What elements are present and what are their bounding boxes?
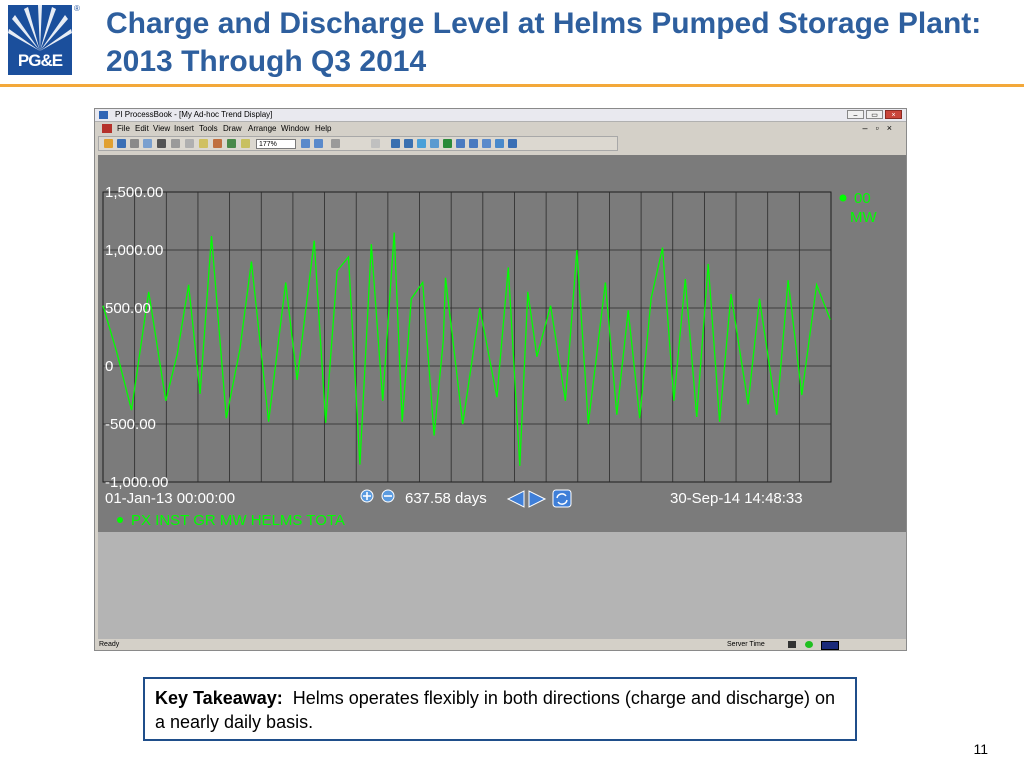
document-icon [102, 124, 112, 133]
connection-icon [788, 641, 796, 648]
x-start-label: 01-Jan-13 00:00:00 [105, 490, 235, 507]
trend-chart: 1,500.001,000.00500.000-500.00-1,000.00 … [102, 184, 877, 529]
page-number: 11 [973, 741, 988, 757]
trend-icon[interactable] [391, 139, 400, 148]
registered-mark: ® [74, 4, 80, 13]
table-icon[interactable] [482, 139, 491, 148]
tool-icon[interactable] [495, 139, 504, 148]
zoom-in-icon[interactable] [360, 489, 374, 503]
server-indicator-icon [821, 641, 839, 650]
y-tick-label: 500.00 [105, 300, 151, 317]
key-takeaway-box: Key Takeaway: Helms operates flexibly in… [143, 677, 857, 741]
run-icon[interactable] [227, 139, 236, 148]
trend-trace [102, 232, 831, 466]
refresh-trend-icon[interactable] [552, 489, 572, 508]
title-divider [0, 84, 1024, 87]
refresh-icon[interactable] [301, 139, 310, 148]
takeaway-text: Helms operates flexibly in both directio… [155, 688, 836, 732]
x-end-label: 30-Sep-14 14:48:33 [670, 490, 803, 507]
window-title: PI ProcessBook - [My Ad-hoc Trend Displa… [115, 110, 273, 119]
help-icon[interactable] [508, 139, 517, 148]
value-icon[interactable] [417, 139, 426, 148]
save-icon[interactable] [117, 139, 126, 148]
menu-draw[interactable]: Draw [223, 124, 242, 133]
minimize-button[interactable]: – [847, 110, 864, 119]
legend-value: 00 [854, 190, 871, 207]
maximize-button[interactable]: ▭ [866, 110, 883, 119]
mdi-controls[interactable]: –▫× [862, 123, 900, 133]
undo-icon[interactable] [199, 139, 208, 148]
paste-icon[interactable] [185, 139, 194, 148]
y-tick-label: 0 [105, 358, 113, 375]
menu-view[interactable]: View [153, 124, 171, 133]
copy-icon[interactable] [171, 139, 180, 148]
y-tick-label: -500.00 [105, 416, 156, 433]
pge-logo: PG&E [8, 5, 72, 75]
menu-arrange[interactable]: Arrange [248, 124, 277, 133]
y-tick-label: 1,500.00 [105, 184, 163, 201]
zoom-out-icon[interactable] [381, 489, 395, 503]
link-icon[interactable] [430, 139, 439, 148]
excel-icon[interactable] [443, 139, 452, 148]
layout-icon[interactable] [314, 139, 323, 148]
status-bar: Ready Server Time [95, 640, 906, 650]
y-axis-labels: 1,500.00 1,000.00 500.00 0 -500.00 -1,000.00 [105, 184, 168, 491]
print-icon[interactable] [130, 139, 139, 148]
series-legend-label: PX INST GR MW HELMS TOTA [131, 512, 345, 529]
blank-icon[interactable] [371, 139, 380, 148]
menu-window[interactable]: Window [281, 124, 310, 133]
menu-tools[interactable]: Tools [199, 124, 218, 133]
status-light-icon [805, 641, 813, 648]
app-icon [99, 111, 108, 119]
close-button[interactable]: × [885, 110, 902, 119]
logo-text: PG&E [17, 51, 63, 70]
bar-icon[interactable] [404, 139, 413, 148]
takeaway-label: Key Takeaway: [155, 688, 283, 708]
series-line [102, 232, 831, 466]
back-icon[interactable] [331, 139, 340, 148]
open-icon[interactable] [104, 139, 113, 148]
plot-frame [102, 191, 832, 483]
preview-icon[interactable] [143, 139, 152, 148]
value-legend-marker [839, 194, 847, 202]
menu-insert[interactable]: Insert [174, 124, 195, 133]
y-tick-label: -1,000.00 [105, 474, 168, 491]
scroll-back-icon[interactable] [506, 490, 525, 508]
slide-title: Charge and Discharge Level at Helms Pump… [106, 7, 982, 78]
window-titlebar: PI ProcessBook - [My Ad-hoc Trend Displa… [95, 109, 906, 122]
zoom-icon[interactable] [213, 139, 222, 148]
menu-file[interactable]: File [117, 124, 130, 133]
series-legend-marker [117, 517, 123, 523]
menu-edit[interactable]: Edit [135, 124, 149, 133]
status-server-time: Server Time [727, 641, 765, 648]
menu-bar: File Edit View Insert Tools Draw Arrange… [95, 122, 906, 136]
duration-label: 637.58 days [405, 490, 487, 507]
build-icon[interactable] [241, 139, 250, 148]
status-ready: Ready [99, 641, 120, 648]
menu-help[interactable]: Help [315, 124, 332, 133]
toolbar: 177% [98, 136, 618, 151]
legend-unit: MW [850, 209, 877, 226]
cut-icon[interactable] [157, 139, 166, 148]
display-canvas [98, 532, 906, 639]
y-tick-label: 1,000.00 [105, 242, 163, 259]
sunburst-icon [8, 5, 72, 51]
chart-grid [102, 191, 832, 483]
zoom-select[interactable]: 177% [256, 139, 296, 149]
xy-icon[interactable] [469, 139, 478, 148]
scroll-forward-icon[interactable] [528, 490, 547, 508]
graph-icon[interactable] [456, 139, 465, 148]
